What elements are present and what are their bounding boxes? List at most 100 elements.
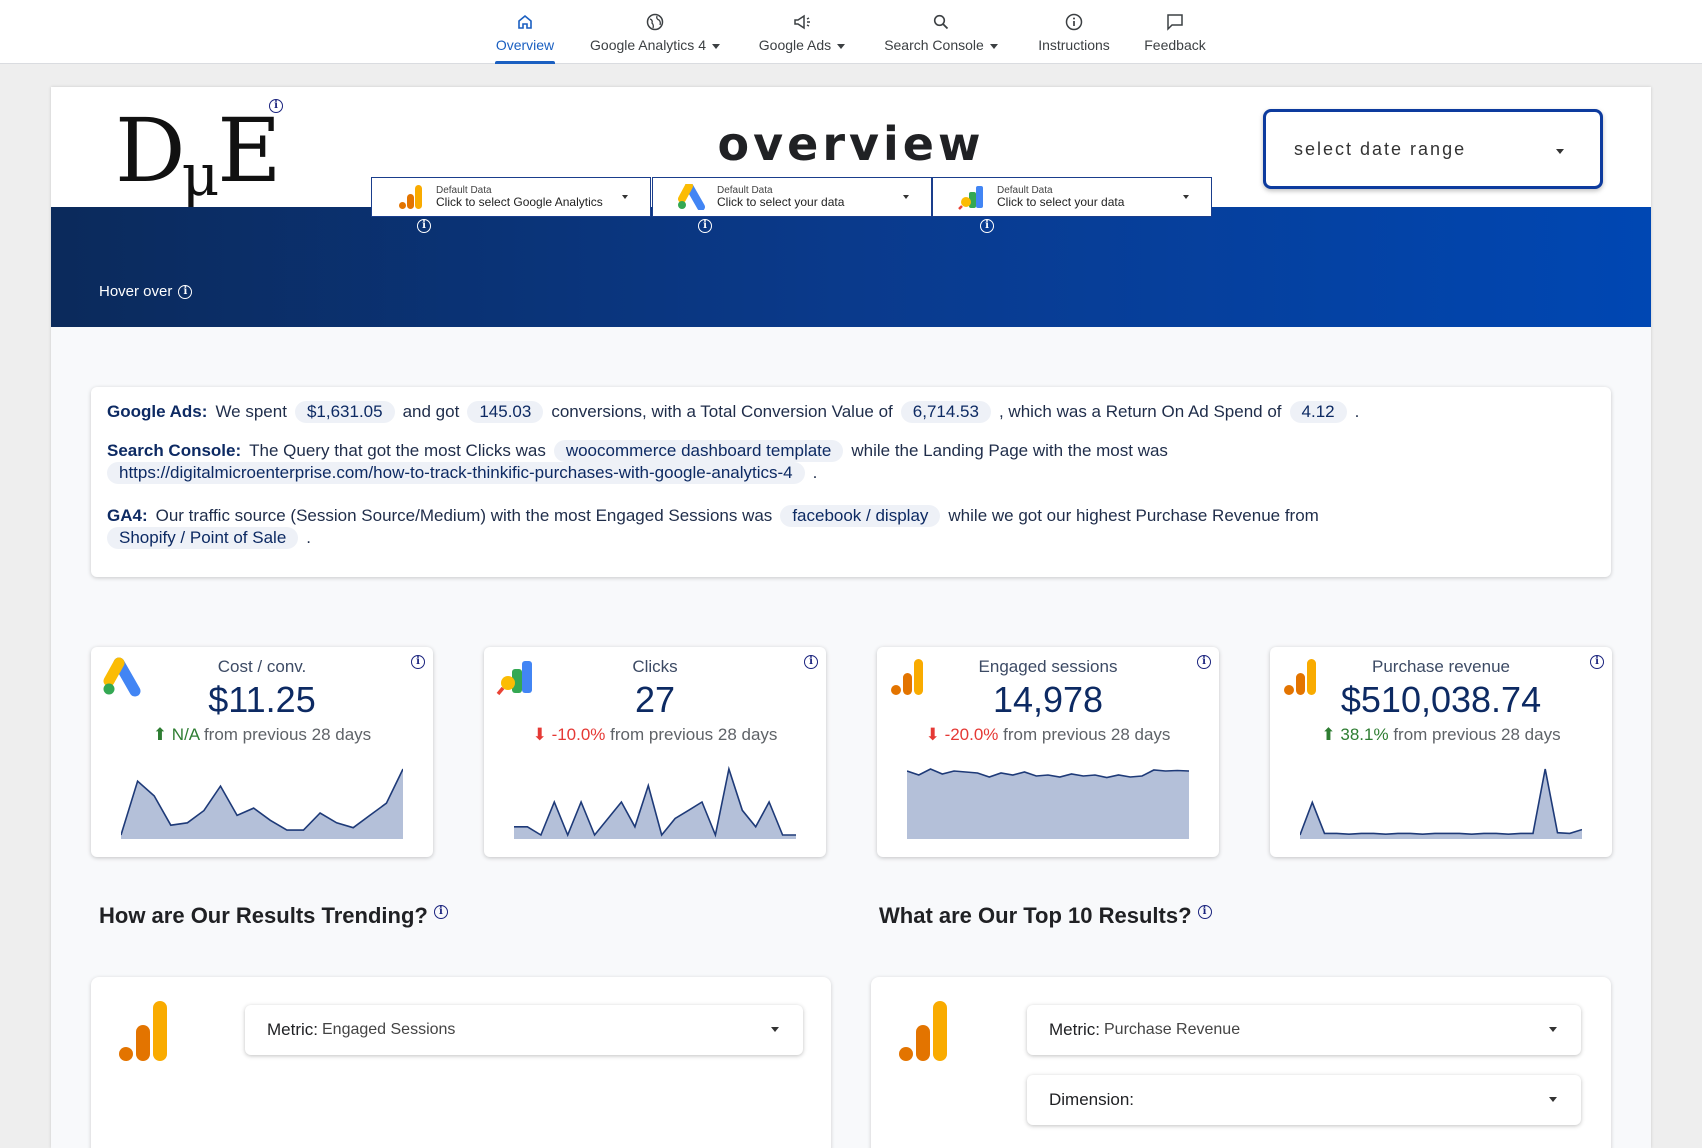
chevron-down-icon xyxy=(1556,149,1564,154)
chevron-down-icon xyxy=(1183,195,1189,199)
sparkline-chart xyxy=(514,765,796,839)
info-icon[interactable]: i xyxy=(1197,905,1212,919)
date-range-label: select date range xyxy=(1294,138,1467,159)
nav-overview[interactable]: Overview xyxy=(495,0,555,64)
kpi-info-icon[interactable]: i xyxy=(411,655,425,669)
kpi-delta-suffix: from previous 28 days xyxy=(1003,725,1171,744)
feedback-icon xyxy=(1166,11,1184,33)
data-source-google-ads[interactable]: Default Data Click to select your data xyxy=(652,177,932,217)
google-analytics-logo xyxy=(887,657,929,699)
sparkline-area xyxy=(514,769,796,839)
top-source-value: facebook / display xyxy=(780,505,941,527)
data-source-title: Default Data xyxy=(436,184,492,196)
data-source-search-console[interactable]: Default Data Click to select your data xyxy=(932,177,1212,217)
logo-info-icon[interactable]: i xyxy=(269,99,283,113)
google-ads-logo xyxy=(101,657,143,699)
data-source-ga4[interactable]: Default Data Click to select Google Anal… xyxy=(371,177,651,217)
data-source-subtitle: Click to select your data xyxy=(717,195,845,209)
metric-value: Engaged Sessions xyxy=(322,1021,456,1038)
chevron-down-icon xyxy=(989,43,998,49)
nav-search-console[interactable]: Search Console xyxy=(880,0,1002,64)
nav-label: Feedback xyxy=(1144,37,1206,53)
nav-label: Google Ads xyxy=(758,37,832,53)
sparkline-area xyxy=(1300,769,1582,839)
top10-section-title: What are Our Top 10 Results? i xyxy=(879,903,1212,929)
search-icon xyxy=(933,11,949,33)
arrow-up-icon: ⬆ xyxy=(152,725,168,744)
sparkline-area xyxy=(907,769,1189,839)
summary-card: Google Ads: We spent $1,631.05 and got 145.0… xyxy=(91,387,1611,577)
kpi-info-icon[interactable]: i xyxy=(1590,655,1604,669)
kpi-delta-value: N/A xyxy=(171,725,200,744)
nav-label: Instructions xyxy=(1038,37,1110,53)
arrow-up-icon: ⬆ xyxy=(1321,725,1336,744)
trending-panel: Metric: Engaged Sessions xyxy=(91,977,831,1148)
nav-label: Overview xyxy=(495,37,555,53)
top10-dimension-dropdown[interactable]: Dimension: xyxy=(1027,1075,1581,1125)
top-query-value: woocommerce dashboard template xyxy=(553,440,844,462)
trending-metric-dropdown[interactable]: Metric: Engaged Sessions xyxy=(245,1005,803,1055)
kpi-label: Engaged sessions xyxy=(978,657,1118,676)
info-icon[interactable]: i xyxy=(433,905,448,919)
kpi-delta-suffix: from previous 28 days xyxy=(610,725,778,744)
search-console-logo xyxy=(955,184,989,210)
sparkline-line xyxy=(1300,768,1582,836)
nav-google-analytics-4[interactable]: Google Analytics 4 xyxy=(582,0,728,64)
kpi-delta-value: -20.0% xyxy=(944,725,999,744)
ads-spend-value: $1,631.05 xyxy=(294,401,395,423)
data-source-subtitle: Click to select Google Analytics xyxy=(436,195,603,209)
search-console-logo xyxy=(494,657,536,699)
home-icon xyxy=(517,11,533,33)
chevron-down-icon xyxy=(711,43,720,49)
metric-label: Metric: xyxy=(267,1020,318,1039)
ads-roas-value: 4.12 xyxy=(1289,401,1347,423)
report-page: DμE i overview select date range Default… xyxy=(51,87,1651,1148)
header-banner xyxy=(51,207,1651,327)
date-range-selector[interactable]: select date range xyxy=(1263,109,1603,189)
hover-over-hint[interactable]: Hover over i xyxy=(99,283,193,300)
kpi-delta: ⬇ -10.0% from previous 28 days xyxy=(484,725,826,745)
summary-search-console: Search Console: The Query that got the mo… xyxy=(107,440,1168,462)
kpi-card-cost-per-conv: i Cost / conv. $11.25 ⬆ N/A from previou… xyxy=(91,647,433,857)
ads-conversion-value: 6,714.53 xyxy=(900,401,991,423)
kpi-value: $510,038.74 xyxy=(1340,679,1542,720)
top-landing-page-value: https://digitalmicroenterprise.com/how-t… xyxy=(107,462,805,484)
arrow-down-icon: ⬇ xyxy=(925,725,940,744)
kpi-delta-suffix: from previous 28 days xyxy=(1393,725,1561,744)
nav-label: Search Console xyxy=(884,37,984,53)
data-source-info-icon[interactable]: i xyxy=(980,219,994,233)
dimension-label: Dimension: xyxy=(1049,1090,1135,1109)
nav-feedback[interactable]: Feedback xyxy=(1140,0,1210,64)
kpi-card-clicks: i Clicks 27 ⬇ -10.0% from previous 28 da… xyxy=(484,647,826,857)
google-analytics-logo xyxy=(394,184,428,210)
top10-metric-dropdown[interactable]: Metric: Purchase Revenue xyxy=(1027,1005,1581,1055)
kpi-info-icon[interactable]: i xyxy=(1197,655,1211,669)
kpi-delta-suffix: from previous 28 days xyxy=(203,725,372,744)
kpi-label: Cost / conv. xyxy=(217,657,307,676)
nav-google-ads[interactable]: Google Ads xyxy=(752,0,852,64)
data-source-subtitle: Click to select your data xyxy=(997,195,1125,209)
top-revenue-source-value: Shopify / Point of Sale xyxy=(107,527,299,549)
data-source-info-icon[interactable]: i xyxy=(417,219,431,233)
kpi-info-icon[interactable]: i xyxy=(804,655,818,669)
sparkline-line xyxy=(907,768,1189,779)
ads-conversions-value: 145.03 xyxy=(467,401,544,423)
sparkline-chart xyxy=(1300,768,1582,839)
metric-value: Purchase Revenue xyxy=(1104,1021,1241,1038)
kpi-delta-value: -10.0% xyxy=(551,725,606,744)
sparkline-chart xyxy=(121,768,403,839)
google-analytics-logo xyxy=(117,999,173,1063)
sparkline-area xyxy=(121,769,403,839)
nav-instructions[interactable]: Instructions xyxy=(1032,0,1116,64)
megaphone-icon xyxy=(793,11,811,33)
kpi-value: $11.25 xyxy=(208,679,316,720)
summary-ga4: GA4: Our traffic source (Session Source/M… xyxy=(107,505,1319,527)
data-source-info-icon[interactable]: i xyxy=(698,219,712,233)
sparkline-line xyxy=(121,768,403,836)
kpi-value: 14,978 xyxy=(992,679,1104,720)
chevron-down-icon xyxy=(622,195,628,199)
globe-icon xyxy=(646,11,664,33)
kpi-delta: ⬇ -20.0% from previous 28 days xyxy=(877,725,1219,745)
nav-label: Google Analytics 4 xyxy=(590,37,706,53)
google-analytics-logo xyxy=(1280,657,1322,699)
